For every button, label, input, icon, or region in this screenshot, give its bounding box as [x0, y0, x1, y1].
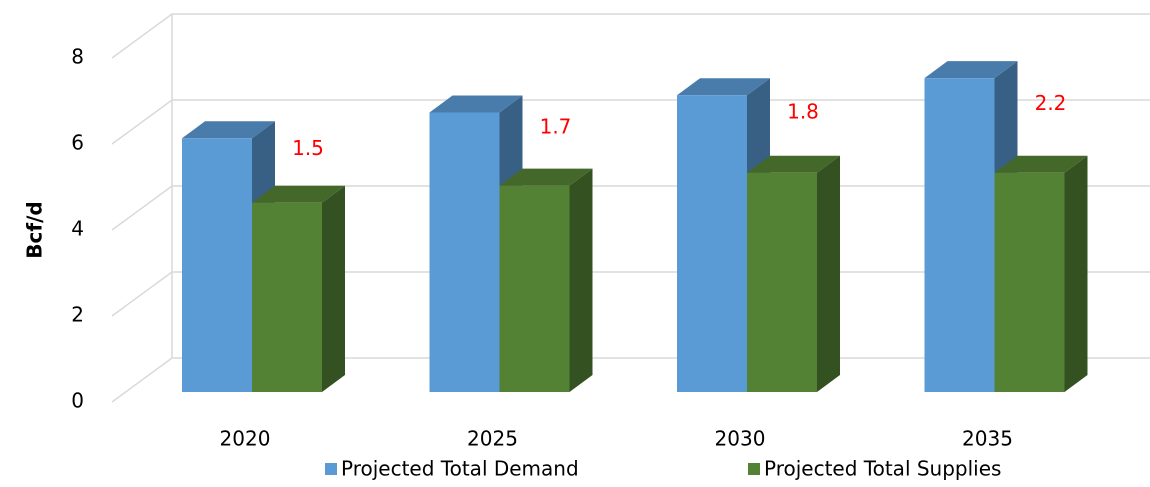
gap-label: 2.2: [1035, 91, 1067, 115]
bar-top: [182, 121, 275, 139]
bar: [252, 185, 345, 392]
grid-line: [111, 99, 1150, 145]
y-tick-label: 6: [71, 131, 84, 155]
y-axis-title: Bcf/d: [23, 201, 47, 258]
bar-front: [994, 172, 1065, 392]
bar-top: [924, 61, 1018, 79]
x-tick-label: 2030: [715, 427, 766, 451]
y-tick-label: 8: [71, 45, 84, 69]
y-tick-label: 0: [71, 389, 84, 413]
bar-front: [747, 172, 817, 392]
gap-label: 1.7: [540, 115, 572, 139]
bar-front: [499, 185, 570, 392]
legend-swatch: [748, 463, 760, 475]
bar-side: [322, 185, 345, 392]
x-tick-label: 2025: [467, 427, 518, 451]
y-tick-label: 2: [71, 303, 84, 327]
legend-label: Projected Total Demand: [341, 457, 579, 481]
gap-label: 1.8: [787, 100, 819, 124]
bar-front: [429, 112, 500, 392]
y-tick-label: 4: [71, 217, 84, 241]
bar-front: [924, 78, 995, 392]
bar: [994, 155, 1088, 392]
bar-front: [252, 202, 322, 392]
legend-label: Projected Total Supplies: [764, 457, 1001, 481]
bar-side: [569, 168, 593, 392]
bar-top: [994, 155, 1088, 173]
bar-top: [747, 155, 840, 173]
legend-swatch: [325, 463, 337, 475]
gap-label: 1.5: [292, 136, 324, 160]
bar-top: [429, 95, 523, 113]
grid-line: [111, 13, 1150, 59]
x-tick-label: 2035: [962, 427, 1013, 451]
bar-top: [499, 168, 593, 186]
bar: [499, 168, 593, 392]
bar-side: [817, 155, 840, 392]
bar-top: [252, 185, 345, 203]
bar-front: [677, 95, 747, 393]
bar: [747, 155, 840, 392]
x-tick-label: 2020: [220, 427, 271, 451]
bar-side: [1064, 155, 1088, 392]
bar-top: [677, 78, 770, 96]
bar-front: [182, 138, 252, 392]
